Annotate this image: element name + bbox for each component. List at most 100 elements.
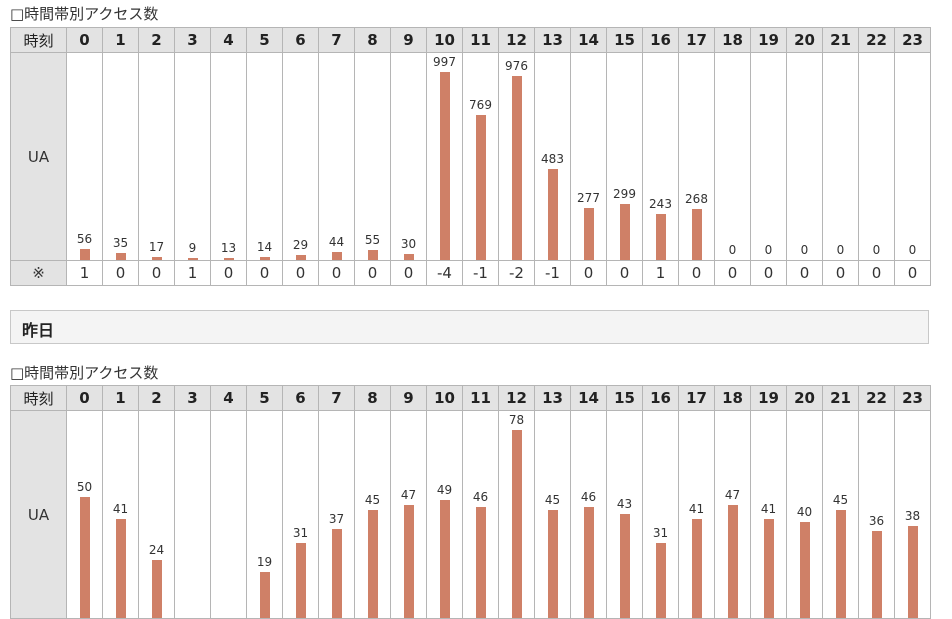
diff-value: 0 [822,260,859,286]
bar-cell: 9 [174,52,211,261]
bar [835,510,846,618]
bar [115,253,126,260]
bar-cell: 769 [462,52,499,261]
hour-label: 22 [858,385,895,411]
ua-bar-row: UA 56 35 17 9 13 14 29 44 55 30 997 769 976 483 277 299… [10,52,931,261]
hour-header-label: 時刻 [10,27,67,53]
bar-value-label: 30 [400,237,417,251]
bar-cell: 0 [786,52,823,261]
hour-label: 6 [282,27,319,53]
bar-value-label: 13 [220,241,237,255]
bar-value-label: 44 [328,235,345,249]
diff-value: 0 [246,260,283,286]
bar [439,72,450,260]
bar-value-label: 45 [364,493,381,507]
bar-value-label: 9 [188,241,197,255]
hour-header-row: 時刻 0 1 2 3 4 5 6 7 8 9 10 11 12 13 14 15 16 17 18 19 20 21 22 2… [10,385,931,411]
diff-value: 0 [858,260,895,286]
bar-cell: 41 [102,410,139,619]
bar [223,258,234,260]
hour-label: 6 [282,385,319,411]
hour-label: 0 [66,27,103,53]
bar-value-label: 46 [472,490,489,504]
bar-value-label: 0 [728,243,737,257]
hour-label: 13 [534,385,571,411]
bar-cell: 50 [66,410,103,619]
diff-value: 0 [282,260,319,286]
bar-cell: 40 [786,410,823,619]
bar-value-label: 35 [112,236,129,250]
bar-cell: 35 [102,52,139,261]
bar [727,505,738,618]
hourly-access-table-today: 時刻 0 1 2 3 4 5 6 7 8 9 10 11 12 13 14 15 16 17 18 19 20 21 22 2… [10,27,931,286]
hour-label: 22 [858,27,895,53]
hourly-access-table-yesterday: 時刻 0 1 2 3 4 5 6 7 8 9 10 11 12 13 14 15 16 17 18 19 20 21 22 2… [10,385,931,619]
bar-cell: 0 [894,52,931,261]
bar-cell: 55 [354,52,391,261]
hour-label: 18 [714,27,751,53]
diff-value: 1 [174,260,211,286]
bar-value-label: 47 [400,488,417,502]
hour-label: 12 [498,27,535,53]
diff-value: 1 [66,260,103,286]
bar-value-label: 19 [256,555,273,569]
bar [583,507,594,618]
bar-cell: 44 [318,52,355,261]
bar [907,526,918,618]
bar [403,505,414,618]
diff-value: 0 [714,260,751,286]
hour-label: 17 [678,385,715,411]
bar-value-label: 997 [433,55,456,69]
diff-value: 0 [354,260,391,286]
hour-label: 5 [246,27,283,53]
chart-caption-today: □時間帯別アクセス数 [10,5,159,23]
bar-value-label: 45 [544,493,561,507]
hour-label: 14 [570,385,607,411]
bar-value-label: 0 [836,243,845,257]
bar-cell: 38 [894,410,931,619]
hour-label: 13 [534,27,571,53]
bar-value-label: 43 [616,497,633,511]
diff-value: 0 [210,260,247,286]
bar [691,519,702,618]
diff-value: -2 [498,260,535,286]
bar-value-label: 29 [292,238,309,252]
hour-label: 8 [354,27,391,53]
bar-cell: 31 [282,410,319,619]
ua-row-label: UA [10,52,67,261]
bar-cell: 41 [678,410,715,619]
bar [619,514,630,618]
bar-cell: 997 [426,52,463,261]
bar [475,115,486,260]
bar [331,252,342,260]
hour-label: 1 [102,385,139,411]
bar-value-label: 31 [292,526,309,540]
bar-cell [174,410,211,619]
bar [151,560,162,618]
hour-label: 0 [66,385,103,411]
hour-label: 16 [642,27,679,53]
diff-value: 1 [642,260,679,286]
bar-value-label: 243 [649,197,672,211]
bar [655,543,666,618]
bar [691,209,702,260]
bar-cell: 976 [498,52,535,261]
bar-value-label: 0 [872,243,881,257]
bar-cell: 24 [138,410,175,619]
bar [79,249,90,260]
bar-cell: 17 [138,52,175,261]
hour-label: 1 [102,27,139,53]
bar-cell: 13 [210,52,247,261]
hour-label: 11 [462,385,499,411]
section-title: 昨日 [22,321,55,340]
bar-cell: 299 [606,52,643,261]
hour-label: 23 [894,385,931,411]
diff-value: 0 [102,260,139,286]
bar-value-label: 268 [685,192,708,206]
hour-label: 23 [894,27,931,53]
diff-value: 0 [318,260,355,286]
bar-cell: 19 [246,410,283,619]
hour-label: 18 [714,385,751,411]
hour-label: 10 [426,27,463,53]
chart-caption-yesterday: □時間帯別アクセス数 [10,364,159,382]
